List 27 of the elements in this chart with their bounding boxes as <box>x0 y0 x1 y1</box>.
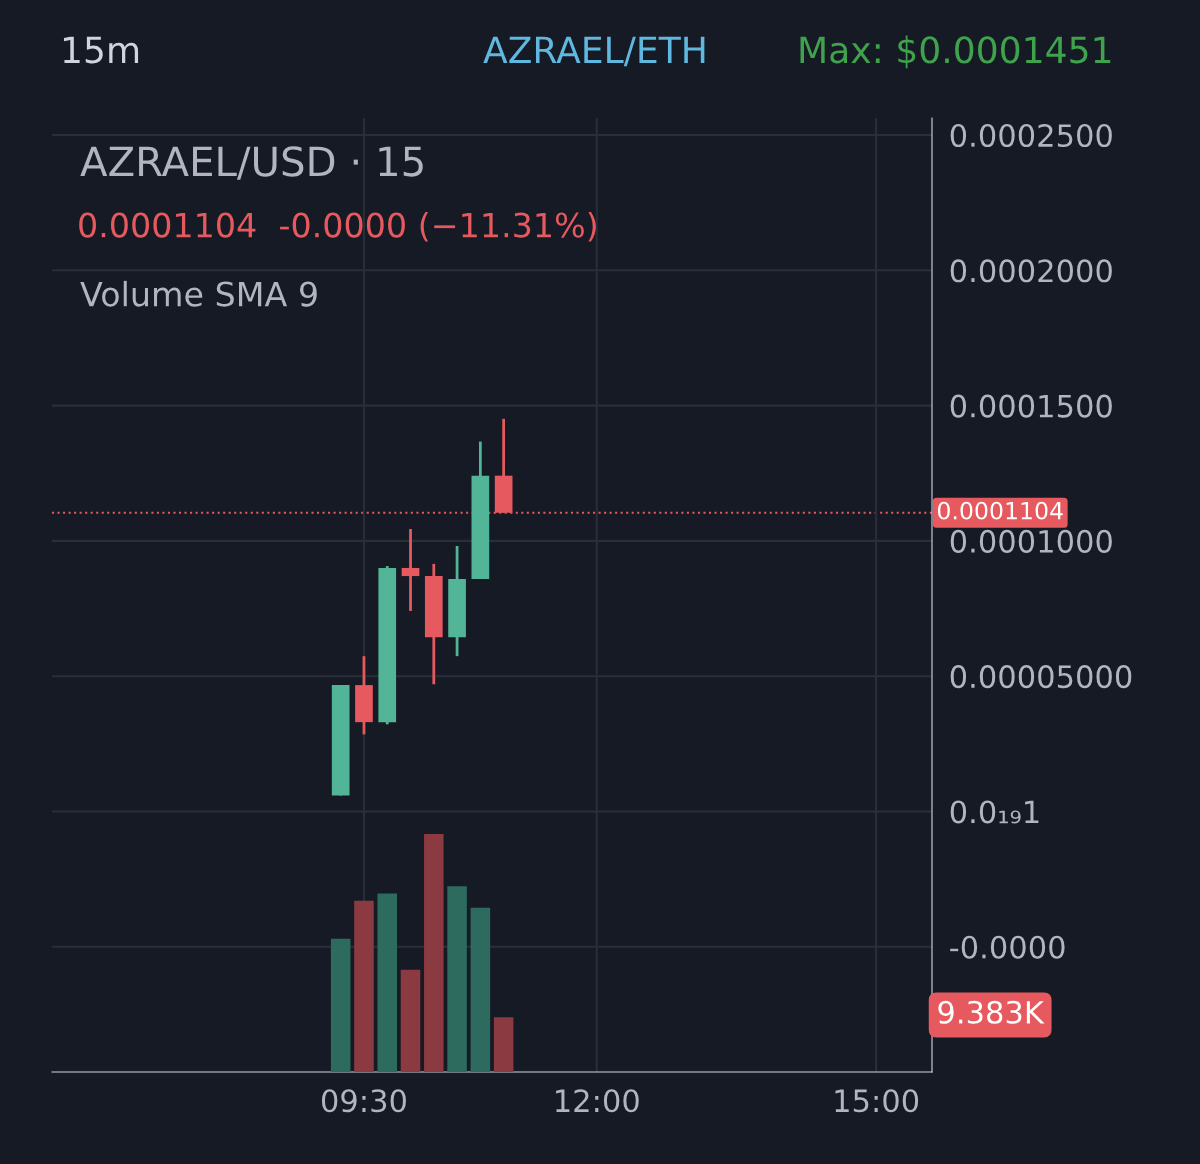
bar <box>354 900 374 1072</box>
text: Max: $0.0001451 <box>800 35 1111 69</box>
text: 15m <box>63 36 139 64</box>
y-tick-label: 0.0₁₉1 <box>950 800 1039 824</box>
x-tick-label: 12:00 <box>556 1089 639 1113</box>
text: 0.0001104 -0.0000 (−11.31%) <box>79 211 596 242</box>
bar <box>447 886 467 1072</box>
text: AZRAEL/ETH <box>483 36 705 67</box>
y-tick-label: 0.0001000 <box>950 529 1112 553</box>
bar <box>470 907 491 1072</box>
y-tick-label: 0.00005000 <box>950 665 1132 689</box>
x-tick-label: 15:00 <box>835 1089 919 1113</box>
y-tick-label: 0.0002500 <box>950 123 1112 148</box>
bar <box>330 938 351 1072</box>
bar <box>377 893 398 1072</box>
y-tick-label: 0.0002000 <box>950 259 1112 283</box>
x-tick-label: 09:30 <box>321 1089 406 1113</box>
bar <box>493 1017 514 1072</box>
text: AZRAEL/USD · 15 <box>80 146 423 180</box>
candlestick <box>401 527 420 613</box>
ref-line-label: 0.0001104 <box>937 501 1063 520</box>
annotation: Volume SMA 9 <box>80 280 317 307</box>
y-tick-label: 0.0001500 <box>950 394 1112 418</box>
y-tick-label: -0.0000 <box>950 935 1065 959</box>
bar <box>400 969 421 1072</box>
text: 9.383K <box>938 1000 1045 1024</box>
bar <box>424 834 444 1072</box>
